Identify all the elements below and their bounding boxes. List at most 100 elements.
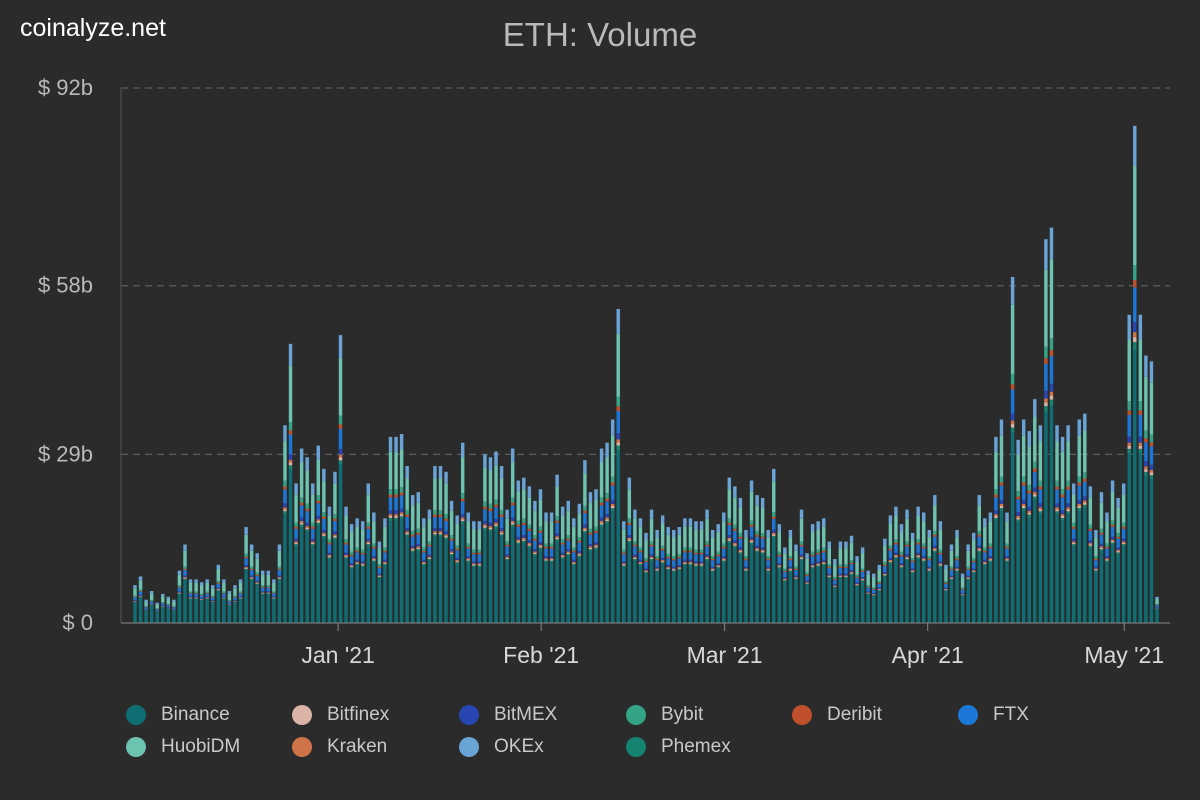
bar-segment-bybit xyxy=(760,532,765,537)
bar-segment-huobidm xyxy=(138,580,143,590)
bar-segment-bybit xyxy=(599,497,604,503)
bar-segment-huobidm xyxy=(344,516,348,540)
legend-item-phemex[interactable]: Phemex xyxy=(626,734,731,760)
bar-segment-bybit xyxy=(449,535,454,539)
bar-segment-binance xyxy=(983,565,987,623)
bar-segment-ftx xyxy=(916,544,920,553)
legend-item-deribit[interactable]: Deribit xyxy=(792,702,882,728)
bar-segment-bitmex xyxy=(638,559,643,562)
bar-segment-binance xyxy=(166,608,171,623)
bar-segment-okex xyxy=(583,460,587,474)
bar-segment-kraken xyxy=(816,563,820,565)
bar-segment-bybit xyxy=(783,568,787,571)
bar-stack xyxy=(799,509,804,623)
legend-label: Phemex xyxy=(661,736,731,757)
legend-item-kraken[interactable]: Kraken xyxy=(292,734,387,760)
bar-segment-ftx xyxy=(971,562,976,569)
legend-item-okex[interactable]: OKEx xyxy=(459,734,544,760)
bar-segment-huobidm xyxy=(249,550,254,567)
bar-segment-bitfinex xyxy=(394,516,398,518)
bar-segment-ftx xyxy=(316,503,321,516)
bar-segment-kraken xyxy=(177,592,182,593)
bar-segment-okex xyxy=(827,541,832,549)
bar-segment-bitmex xyxy=(683,559,687,562)
bar-segment-kraken xyxy=(866,592,870,593)
bar-segment-bitmex xyxy=(899,563,904,566)
bar-segment-phemex xyxy=(211,601,215,603)
bar-stack xyxy=(1116,497,1120,623)
bar-segment-ftx xyxy=(927,560,931,567)
bar-segment-binance xyxy=(783,581,787,623)
bar-stack xyxy=(1099,492,1104,623)
bar-segment-bitmex xyxy=(294,538,298,542)
bar-stack xyxy=(438,465,443,623)
bar-segment-phemex xyxy=(216,590,221,592)
bar-segment-binance xyxy=(1088,547,1093,623)
bar-segment-kraken xyxy=(1088,543,1093,545)
bar-segment-kraken xyxy=(383,561,387,563)
bar-segment-kraken xyxy=(888,560,893,562)
bar-segment-okex xyxy=(299,448,304,463)
bar-segment-ftx xyxy=(238,593,243,597)
bar-segment-binance xyxy=(1055,514,1059,623)
legend-item-binance[interactable]: Binance xyxy=(126,702,230,728)
legend-item-huobidm[interactable]: HuobiDM xyxy=(126,734,240,760)
bar-segment-phemex xyxy=(672,570,676,572)
bar-segment-bitfinex xyxy=(449,552,454,554)
bar-segment-okex xyxy=(266,570,271,575)
bar-segment-kraken xyxy=(988,558,993,560)
bar-segment-phemex xyxy=(683,563,687,566)
bar-segment-ftx xyxy=(849,564,854,571)
legend-item-bitfinex[interactable]: Bitfinex xyxy=(292,702,389,728)
bar-segment-bitmex xyxy=(194,596,198,598)
bar-segment-bitmex xyxy=(772,529,776,533)
bar-segment-bitmex xyxy=(272,596,276,598)
bar-segment-bitfinex xyxy=(722,559,726,561)
bar-stack xyxy=(838,541,843,623)
bar-segment-binance xyxy=(566,555,570,623)
bar-segment-okex xyxy=(488,457,493,471)
bar-segment-okex xyxy=(660,515,665,525)
bar-segment-bybit xyxy=(716,551,720,555)
bar-segment-okex xyxy=(394,436,398,452)
bar-segment-kraken xyxy=(699,563,704,565)
bar-segment-bitmex xyxy=(455,557,459,561)
bar-segment-phemex xyxy=(660,562,665,564)
bar-stack xyxy=(1010,276,1015,623)
bar-segment-kraken xyxy=(944,588,948,590)
legend-item-ftx[interactable]: FTX xyxy=(958,702,1029,728)
bar-segment-ftx xyxy=(394,497,398,511)
bar-segment-bitmex xyxy=(1049,383,1054,392)
bar-stack xyxy=(427,509,432,623)
bar-segment-deribit xyxy=(727,522,732,525)
bar-segment-kraken xyxy=(510,520,515,523)
bar-segment-kraken xyxy=(594,544,598,547)
bar-segment-kraken xyxy=(1027,510,1031,513)
bar-segment-phemex xyxy=(338,460,343,465)
bar-segment-bitmex xyxy=(1010,413,1015,421)
bar-segment-deribit xyxy=(194,592,198,594)
bar-stack xyxy=(355,518,359,623)
y-axis-ticks: $ 0$ 29b$ 58b$ 92b xyxy=(38,75,93,635)
bar-segment-deribit xyxy=(927,558,931,561)
bar-stack xyxy=(305,457,309,623)
legend-item-bitmex[interactable]: BitMEX xyxy=(459,702,557,728)
bar-segment-okex xyxy=(866,570,870,575)
bar-segment-phemex xyxy=(888,562,893,564)
bar-stack xyxy=(810,524,815,623)
bar-segment-okex xyxy=(527,486,532,498)
bar-segment-phemex xyxy=(194,598,198,600)
bar-segment-ftx xyxy=(138,591,143,595)
bar-segment-phemex xyxy=(610,508,615,512)
bar-segment-ftx xyxy=(205,593,209,597)
bar-segment-bitfinex xyxy=(505,557,509,559)
bar-segment-phemex xyxy=(288,465,293,470)
bar-segment-bitmex xyxy=(1121,538,1126,542)
bar-segment-bitmex xyxy=(399,508,404,513)
bar-segment-bybit xyxy=(155,608,159,609)
bar-segment-deribit xyxy=(1049,350,1054,357)
bar-segment-deribit xyxy=(733,528,737,531)
bar-segment-huobidm xyxy=(1083,430,1087,473)
legend-item-bybit[interactable]: Bybit xyxy=(626,702,703,728)
bar-stack xyxy=(594,489,598,623)
